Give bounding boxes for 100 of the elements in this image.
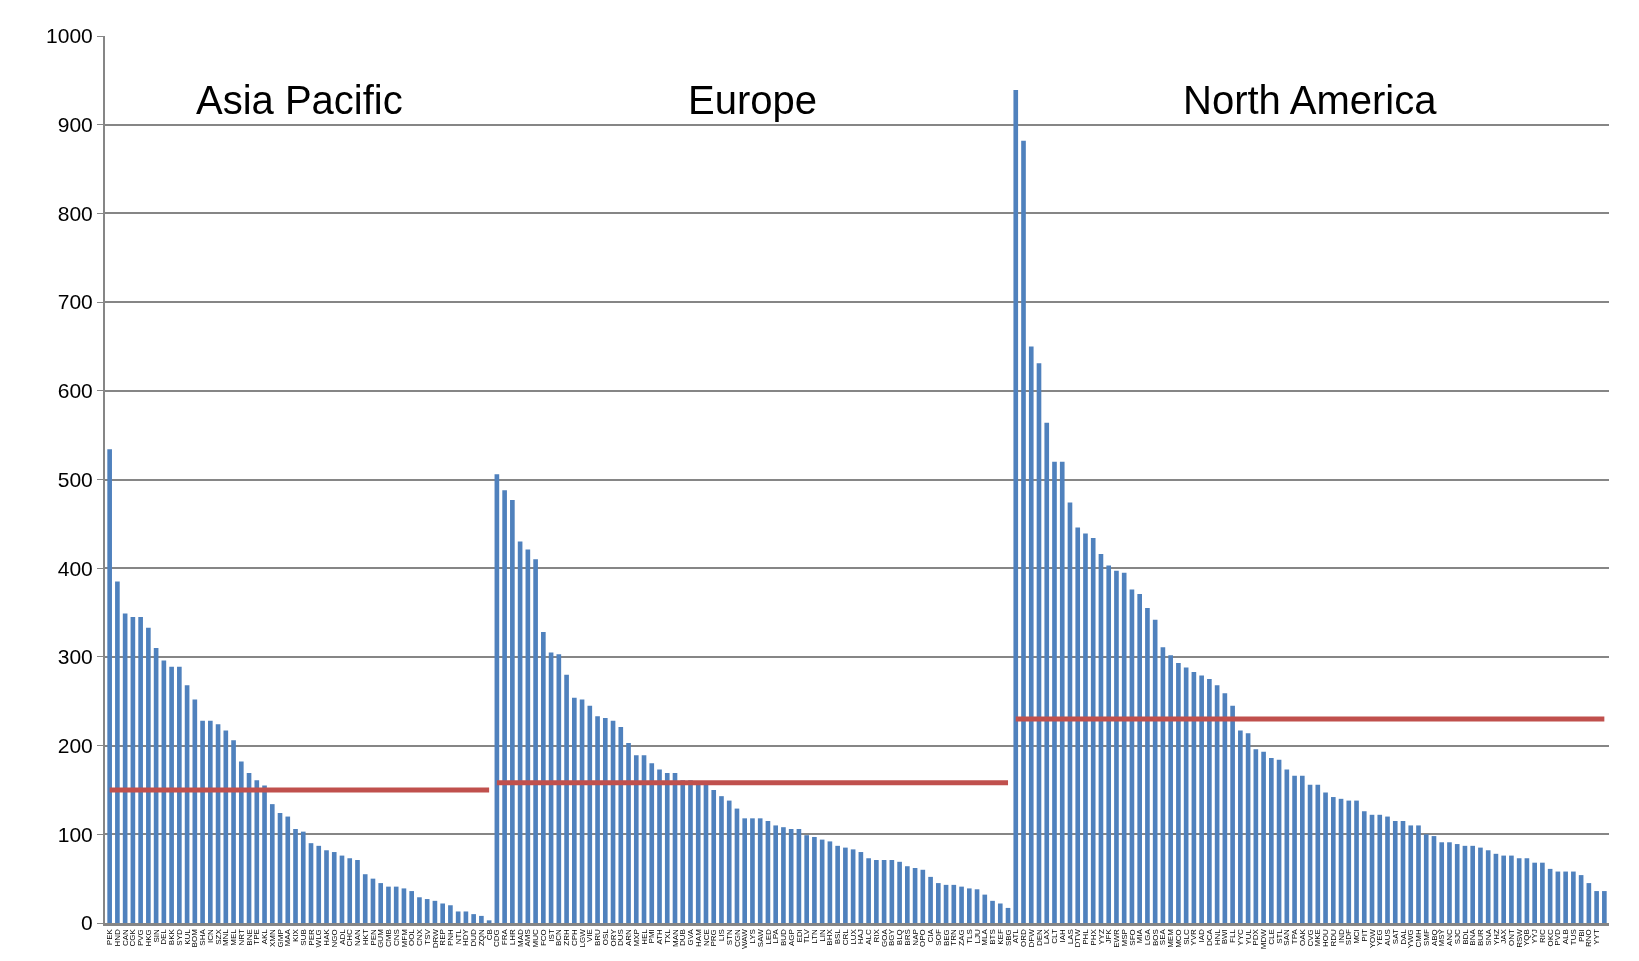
y-tick-label: 900 bbox=[57, 113, 93, 137]
x-tick-label: HAK bbox=[322, 928, 332, 946]
x-tick-label: MEM bbox=[1166, 928, 1176, 948]
x-tick-label: CIA bbox=[926, 928, 936, 943]
x-tick-label: PVG bbox=[136, 929, 146, 947]
bar bbox=[479, 915, 484, 923]
x-tick-label: KUL bbox=[182, 928, 192, 945]
bar bbox=[386, 886, 391, 923]
x-tick-label: PVD bbox=[1553, 928, 1563, 946]
x-tick-label: YUL bbox=[1243, 928, 1253, 945]
x-tick-label: BDL bbox=[1460, 928, 1470, 945]
x-tick-label: OSL bbox=[600, 928, 610, 946]
x-tick-label: PMI bbox=[647, 929, 657, 944]
bar bbox=[1416, 825, 1421, 923]
x-tick-label: IAD bbox=[1197, 928, 1207, 943]
x-tick-label: STN bbox=[724, 928, 734, 946]
x-tick-label: ZAG bbox=[957, 929, 967, 946]
bar bbox=[1323, 792, 1328, 923]
x-tick-label: CVG bbox=[1305, 929, 1315, 947]
x-tick-label: EDI bbox=[794, 929, 804, 943]
bar bbox=[997, 903, 1003, 923]
x-tick-label: WLG bbox=[314, 929, 324, 948]
bar bbox=[951, 884, 957, 923]
x-tick-label: NCE bbox=[701, 929, 711, 947]
bar bbox=[1269, 758, 1274, 923]
x-tick-label: OOL bbox=[407, 928, 417, 947]
x-tick-label: GVA bbox=[686, 928, 696, 946]
x-tick-label: HDY bbox=[461, 928, 471, 947]
bar bbox=[293, 828, 298, 923]
bar bbox=[835, 845, 840, 923]
x-tick-label: BGY bbox=[887, 928, 897, 947]
x-tick-label: IAH bbox=[1057, 928, 1067, 943]
bar bbox=[564, 674, 569, 923]
x-tick-label: NTL bbox=[453, 928, 463, 945]
x-tick-label: SEA bbox=[1158, 928, 1168, 946]
x-tick-label: TPA bbox=[1290, 928, 1300, 945]
x-tick-label: NRT bbox=[236, 929, 246, 946]
x-tick-label: YYT bbox=[1592, 929, 1602, 945]
x-tick-label: TUS bbox=[1568, 929, 1578, 946]
x-tick-label: HKG bbox=[143, 929, 153, 947]
x-tick-label: BUR bbox=[1476, 928, 1486, 947]
x-tick-label: AKL bbox=[260, 928, 270, 945]
bar bbox=[626, 742, 631, 923]
x-tick-label: OPO bbox=[918, 929, 928, 947]
x-tick-label: MDW bbox=[1259, 928, 1269, 950]
x-tick-label: ICN bbox=[205, 928, 215, 943]
x-tick-label: BOS bbox=[1150, 929, 1160, 947]
y-tick-label: 100 bbox=[57, 822, 93, 846]
x-tick-label: SFO bbox=[1127, 929, 1137, 946]
bar bbox=[1121, 572, 1127, 923]
bar bbox=[1114, 570, 1119, 923]
x-tick-label: SBG bbox=[1003, 929, 1013, 947]
bar bbox=[990, 900, 995, 923]
bar bbox=[1439, 842, 1445, 923]
bar bbox=[1207, 679, 1212, 923]
x-tick-label: CAN bbox=[120, 928, 130, 947]
x-tick-label: LGW bbox=[577, 928, 587, 948]
bar bbox=[633, 755, 639, 923]
x-tick-label: MAA bbox=[283, 928, 293, 947]
x-tick-label: HKT bbox=[360, 929, 370, 946]
bar bbox=[874, 860, 879, 923]
bar bbox=[618, 726, 624, 923]
x-tick-label: ADL bbox=[337, 928, 347, 945]
bar bbox=[1478, 847, 1483, 923]
annotation: Asia Pacific bbox=[196, 78, 403, 122]
bar bbox=[300, 831, 306, 923]
x-tick-label: SUB bbox=[298, 929, 308, 946]
x-tick-label: JAX bbox=[1499, 928, 1509, 944]
x-tick-label: DEN bbox=[1034, 928, 1044, 947]
bar bbox=[866, 858, 871, 923]
x-tick-label: KEF bbox=[995, 929, 1005, 945]
bar bbox=[146, 627, 151, 923]
x-tick-label: MAN bbox=[670, 928, 680, 947]
y-tick-label: 1000 bbox=[46, 24, 93, 48]
bar bbox=[231, 740, 236, 923]
x-tick-label: DAL bbox=[1398, 928, 1408, 945]
y-tick-label: 200 bbox=[57, 733, 93, 757]
bar bbox=[1137, 593, 1142, 923]
x-tick-label: SOF bbox=[933, 929, 943, 946]
bar bbox=[711, 789, 717, 923]
x-tick-label: CMB bbox=[384, 929, 394, 947]
bar bbox=[1145, 608, 1150, 923]
bar bbox=[1315, 784, 1321, 923]
x-tick-label: YYJ bbox=[1530, 929, 1540, 944]
x-tick-label: AMS bbox=[523, 929, 533, 947]
bar bbox=[602, 718, 608, 923]
bar bbox=[223, 730, 229, 923]
x-tick-label: ONT bbox=[1507, 929, 1517, 947]
x-tick-label: CPH bbox=[569, 928, 579, 947]
bar bbox=[1299, 775, 1305, 923]
bar bbox=[355, 860, 360, 923]
bar bbox=[1346, 800, 1352, 923]
x-tick-label: DRW bbox=[430, 928, 440, 949]
bar bbox=[719, 796, 724, 923]
bar bbox=[1594, 891, 1599, 923]
x-tick-label: SAW bbox=[755, 928, 765, 948]
x-tick-label: PHL bbox=[1081, 928, 1091, 945]
x-tick-label: SZX bbox=[213, 928, 223, 945]
bar bbox=[1361, 811, 1367, 923]
x-tick-label: HOU bbox=[1321, 928, 1331, 947]
